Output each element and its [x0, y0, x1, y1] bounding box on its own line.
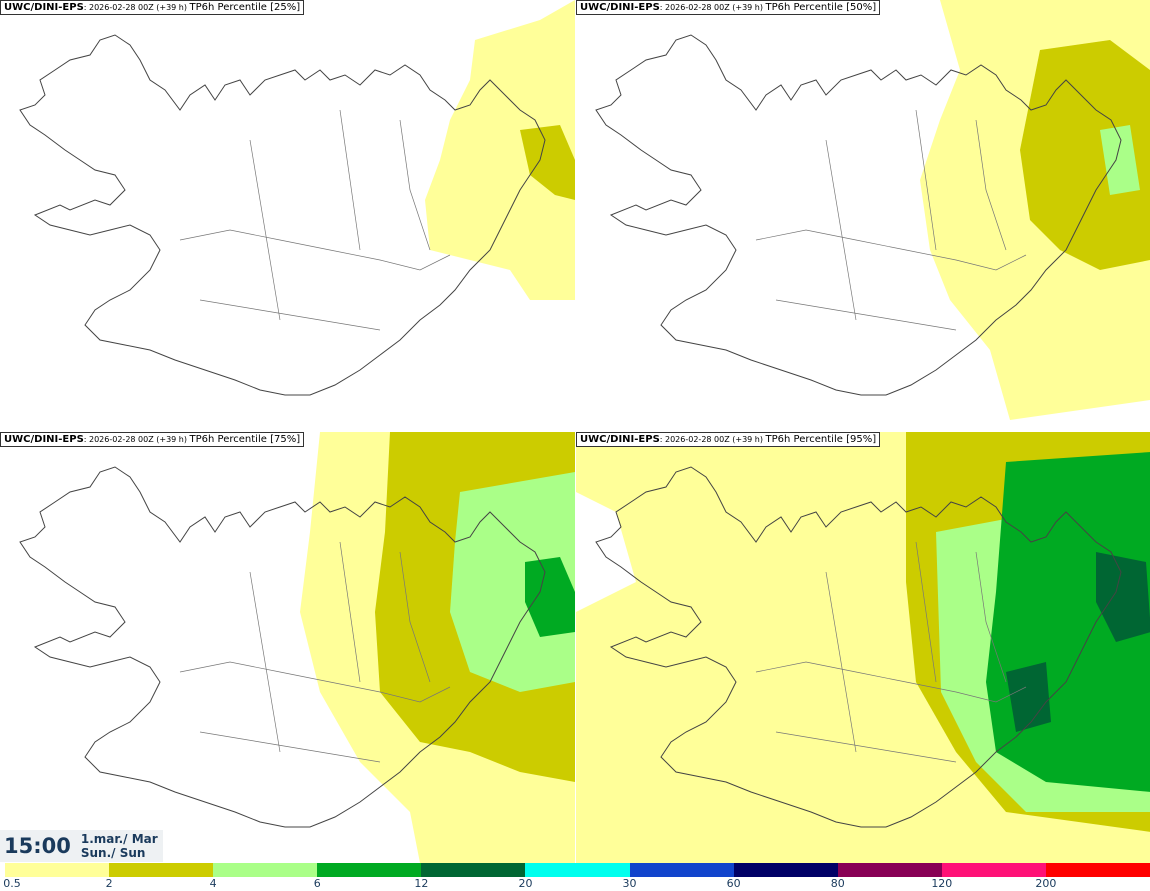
- coastline-outline: [19, 466, 546, 828]
- map-panel-p50: UWC/DINI-EPS: 2026-02-28 00Z (+39 h) TP6…: [576, 0, 1150, 431]
- precip-area: [525, 557, 575, 637]
- legend-tick-label: 6: [313, 877, 321, 890]
- precip-map: [576, 432, 1150, 863]
- coastline: [19, 466, 546, 828]
- precip-field: [920, 0, 1150, 420]
- road-lines: [179, 541, 451, 763]
- legend-tick-label: 12: [414, 877, 429, 890]
- precip-field: [425, 0, 575, 300]
- legend-tick-label: 4: [209, 877, 217, 890]
- road-lines: [755, 541, 1027, 763]
- panel-title: UWC/DINI-EPS: 2026-02-28 00Z (+39 h) TP6…: [0, 432, 305, 447]
- coastline: [595, 466, 1122, 828]
- legend-swatch: [421, 863, 526, 877]
- legend-tick-label: 20: [518, 877, 533, 890]
- legend-swatch: [317, 863, 422, 877]
- coastline: [19, 34, 546, 396]
- legend-swatch: [629, 863, 734, 877]
- precip-area: [450, 472, 575, 692]
- precip-area: [425, 0, 575, 300]
- precip-map: [19, 0, 575, 396]
- legend-tick-label: 30: [622, 877, 637, 890]
- valid-date-line1: 1.mar./ Mar: [80, 832, 158, 846]
- precip-area: [1006, 552, 1150, 732]
- legend-swatch: [837, 863, 942, 877]
- precip-area: [520, 125, 575, 200]
- legend-swatch: [525, 863, 630, 877]
- legend-tick-label: 0.5: [3, 877, 21, 890]
- precip-map: [595, 0, 1150, 420]
- legend-swatch: [213, 863, 318, 877]
- coastline-outline: [595, 34, 1122, 396]
- road-lines: [755, 109, 1027, 331]
- legend-swatch: [5, 863, 110, 877]
- precip-area: [1100, 125, 1140, 195]
- map-panel-p25: UWC/DINI-EPS: 2026-02-28 00Z (+39 h) TP6…: [0, 0, 575, 431]
- panel-title: UWC/DINI-EPS: 2026-02-28 00Z (+39 h) TP6…: [576, 0, 881, 15]
- road-lines: [179, 109, 451, 331]
- map-panel-p75: UWC/DINI-EPS: 2026-02-28 00Z (+39 h) TP6…: [0, 432, 575, 863]
- legend-swatch: [1045, 863, 1150, 877]
- legend-tick-label: 2: [105, 877, 113, 890]
- valid-date-line2: Sun./ Sun: [80, 846, 146, 860]
- valid-date: 1.mar./ Mar Sun./ Sun: [81, 832, 158, 860]
- legend-tick-label: 60: [726, 877, 741, 890]
- legend-tick-label: 200: [1035, 877, 1057, 890]
- legend-swatch: [733, 863, 838, 877]
- coastline-outline: [595, 466, 1122, 828]
- precip-field: [576, 432, 1150, 863]
- legend-tick-label: 80: [830, 877, 845, 890]
- legend-color-bar: [5, 863, 1150, 877]
- precip-area: [1020, 40, 1150, 270]
- precip-color-legend: 0.5 2 4 6 12 20 30 60 80 120 200: [0, 862, 1150, 891]
- precip-field: [300, 432, 575, 863]
- coastline-outline: [19, 34, 546, 396]
- valid-time: 15:00: [4, 834, 71, 858]
- legend-swatch: [941, 863, 1046, 877]
- panel-title: UWC/DINI-EPS: 2026-02-28 00Z (+39 h) TP6…: [0, 0, 305, 15]
- panel-title: UWC/DINI-EPS: 2026-02-28 00Z (+39 h) TP6…: [576, 432, 881, 447]
- map-panel-p95: UWC/DINI-EPS: 2026-02-28 00Z (+39 h) TP6…: [576, 432, 1150, 863]
- coastline: [595, 34, 1122, 396]
- precip-map: [19, 432, 575, 863]
- legend-swatch: [109, 863, 214, 877]
- valid-time-box: 15:00 1.mar./ Mar Sun./ Sun: [0, 830, 163, 862]
- legend-tick-label: 120: [931, 877, 953, 890]
